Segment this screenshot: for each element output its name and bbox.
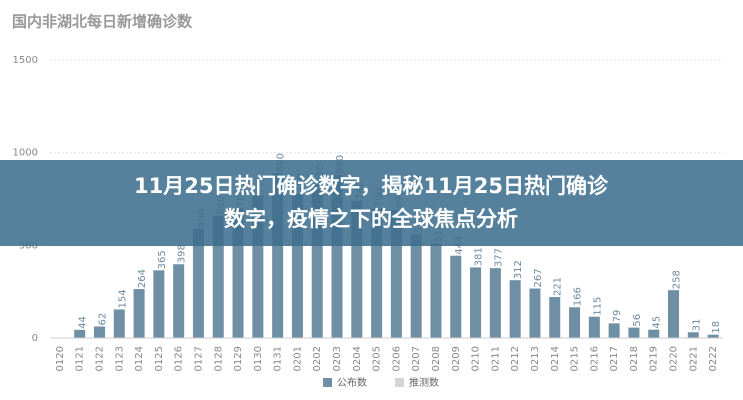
value-label: 45 xyxy=(652,316,663,329)
x-tick-label: 0128 xyxy=(213,346,224,371)
x-tick-label: 0130 xyxy=(253,346,264,371)
x-tick-label: 0214 xyxy=(550,346,561,371)
x-tick-label: 0129 xyxy=(233,346,244,371)
bar xyxy=(252,195,264,338)
bar xyxy=(608,323,620,338)
value-label: 115 xyxy=(592,297,603,316)
x-tick-label: 0215 xyxy=(570,346,581,371)
bar xyxy=(173,264,185,338)
bar xyxy=(648,329,660,338)
value-label: 381 xyxy=(474,247,485,266)
chart-title: 国内非湖北每日新增确诊数 xyxy=(12,13,193,31)
bar xyxy=(549,297,561,338)
bar xyxy=(430,243,442,338)
bar xyxy=(153,270,165,338)
value-label: 267 xyxy=(533,268,544,287)
banner xyxy=(0,160,743,246)
x-tick-label: 0216 xyxy=(589,346,600,371)
x-tick-label: 0219 xyxy=(649,346,660,371)
bar xyxy=(371,208,383,338)
bar xyxy=(232,208,244,338)
bar xyxy=(272,173,284,338)
x-tick-label: 0202 xyxy=(312,346,323,371)
x-tick-label: 0213 xyxy=(530,346,541,371)
bar xyxy=(569,307,581,338)
value-label: 398 xyxy=(177,244,188,263)
x-tick-label: 0126 xyxy=(174,346,185,371)
x-tick-label: 0205 xyxy=(372,346,383,371)
x-tick-label: 0124 xyxy=(134,346,145,371)
value-label: 154 xyxy=(117,289,128,308)
bar xyxy=(707,334,719,338)
bar xyxy=(192,228,204,338)
value-label: 258 xyxy=(672,270,683,289)
value-label: 56 xyxy=(632,314,643,327)
bar xyxy=(470,267,482,338)
legend-label: 公布数 xyxy=(337,376,367,389)
x-tick-label: 0131 xyxy=(273,346,284,371)
value-label: 312 xyxy=(513,260,524,279)
x-tick-label: 0217 xyxy=(609,346,620,371)
value-label: 365 xyxy=(157,250,168,269)
bar xyxy=(212,215,224,338)
value-label: 18 xyxy=(711,321,722,334)
x-tick-label: 0210 xyxy=(471,346,482,371)
bar xyxy=(628,327,640,338)
x-tick-label: 0212 xyxy=(510,346,521,371)
bar xyxy=(351,200,363,338)
bar xyxy=(390,210,402,338)
bar xyxy=(133,289,145,338)
banner-title: 数字，疫情之下的全球焦点分析 xyxy=(224,207,518,231)
bar xyxy=(291,193,303,338)
x-tick-label: 0203 xyxy=(332,346,343,371)
value-label: 221 xyxy=(553,277,564,296)
bar xyxy=(311,184,323,338)
bar xyxy=(331,174,343,338)
y-tick-label: 1500 xyxy=(13,55,38,66)
bar xyxy=(113,309,125,338)
bar xyxy=(74,329,86,338)
x-tick-label: 0218 xyxy=(629,346,640,371)
x-tick-label: 0211 xyxy=(490,346,501,371)
x-tick-label: 0120 xyxy=(55,346,66,371)
y-tick-label: 1000 xyxy=(13,148,38,159)
value-label: 166 xyxy=(573,287,584,306)
bar xyxy=(588,316,600,338)
legend-label: 推测数 xyxy=(409,376,439,389)
x-tick-label: 0122 xyxy=(94,346,105,371)
bar xyxy=(687,332,699,338)
x-tick-label: 0201 xyxy=(292,346,303,371)
x-tick-label: 0206 xyxy=(391,346,402,371)
bar xyxy=(93,326,105,338)
value-label: 79 xyxy=(612,310,623,323)
x-tick-label: 0127 xyxy=(193,346,204,371)
x-tick-label: 0221 xyxy=(688,346,699,371)
value-label: 264 xyxy=(137,269,148,288)
x-tick-label: 0222 xyxy=(708,346,719,371)
bar xyxy=(529,288,541,338)
value-label: 31 xyxy=(691,319,702,332)
x-tick-label: 0123 xyxy=(114,346,125,371)
x-tick-label: 0220 xyxy=(669,346,680,371)
banner-title: 11月25日热门确诊数字，揭秘11月25日热门确诊 xyxy=(134,174,609,198)
value-label: 62 xyxy=(97,313,108,326)
x-tick-label: 0208 xyxy=(431,346,442,371)
bar xyxy=(509,280,521,338)
bar xyxy=(410,234,422,338)
x-tick-label: 0204 xyxy=(352,346,363,371)
bar xyxy=(450,255,462,338)
legend-swatch xyxy=(323,378,332,387)
y-tick-label: 0 xyxy=(32,333,38,344)
bar xyxy=(489,268,501,338)
x-tick-label: 0125 xyxy=(154,346,165,371)
value-label: 377 xyxy=(493,248,504,267)
x-tick-label: 0209 xyxy=(451,346,462,371)
legend-swatch xyxy=(395,378,404,387)
x-tick-label: 0121 xyxy=(75,346,86,371)
bar xyxy=(668,290,680,338)
value-label: 44 xyxy=(78,316,89,329)
x-tick-label: 0207 xyxy=(411,346,422,371)
